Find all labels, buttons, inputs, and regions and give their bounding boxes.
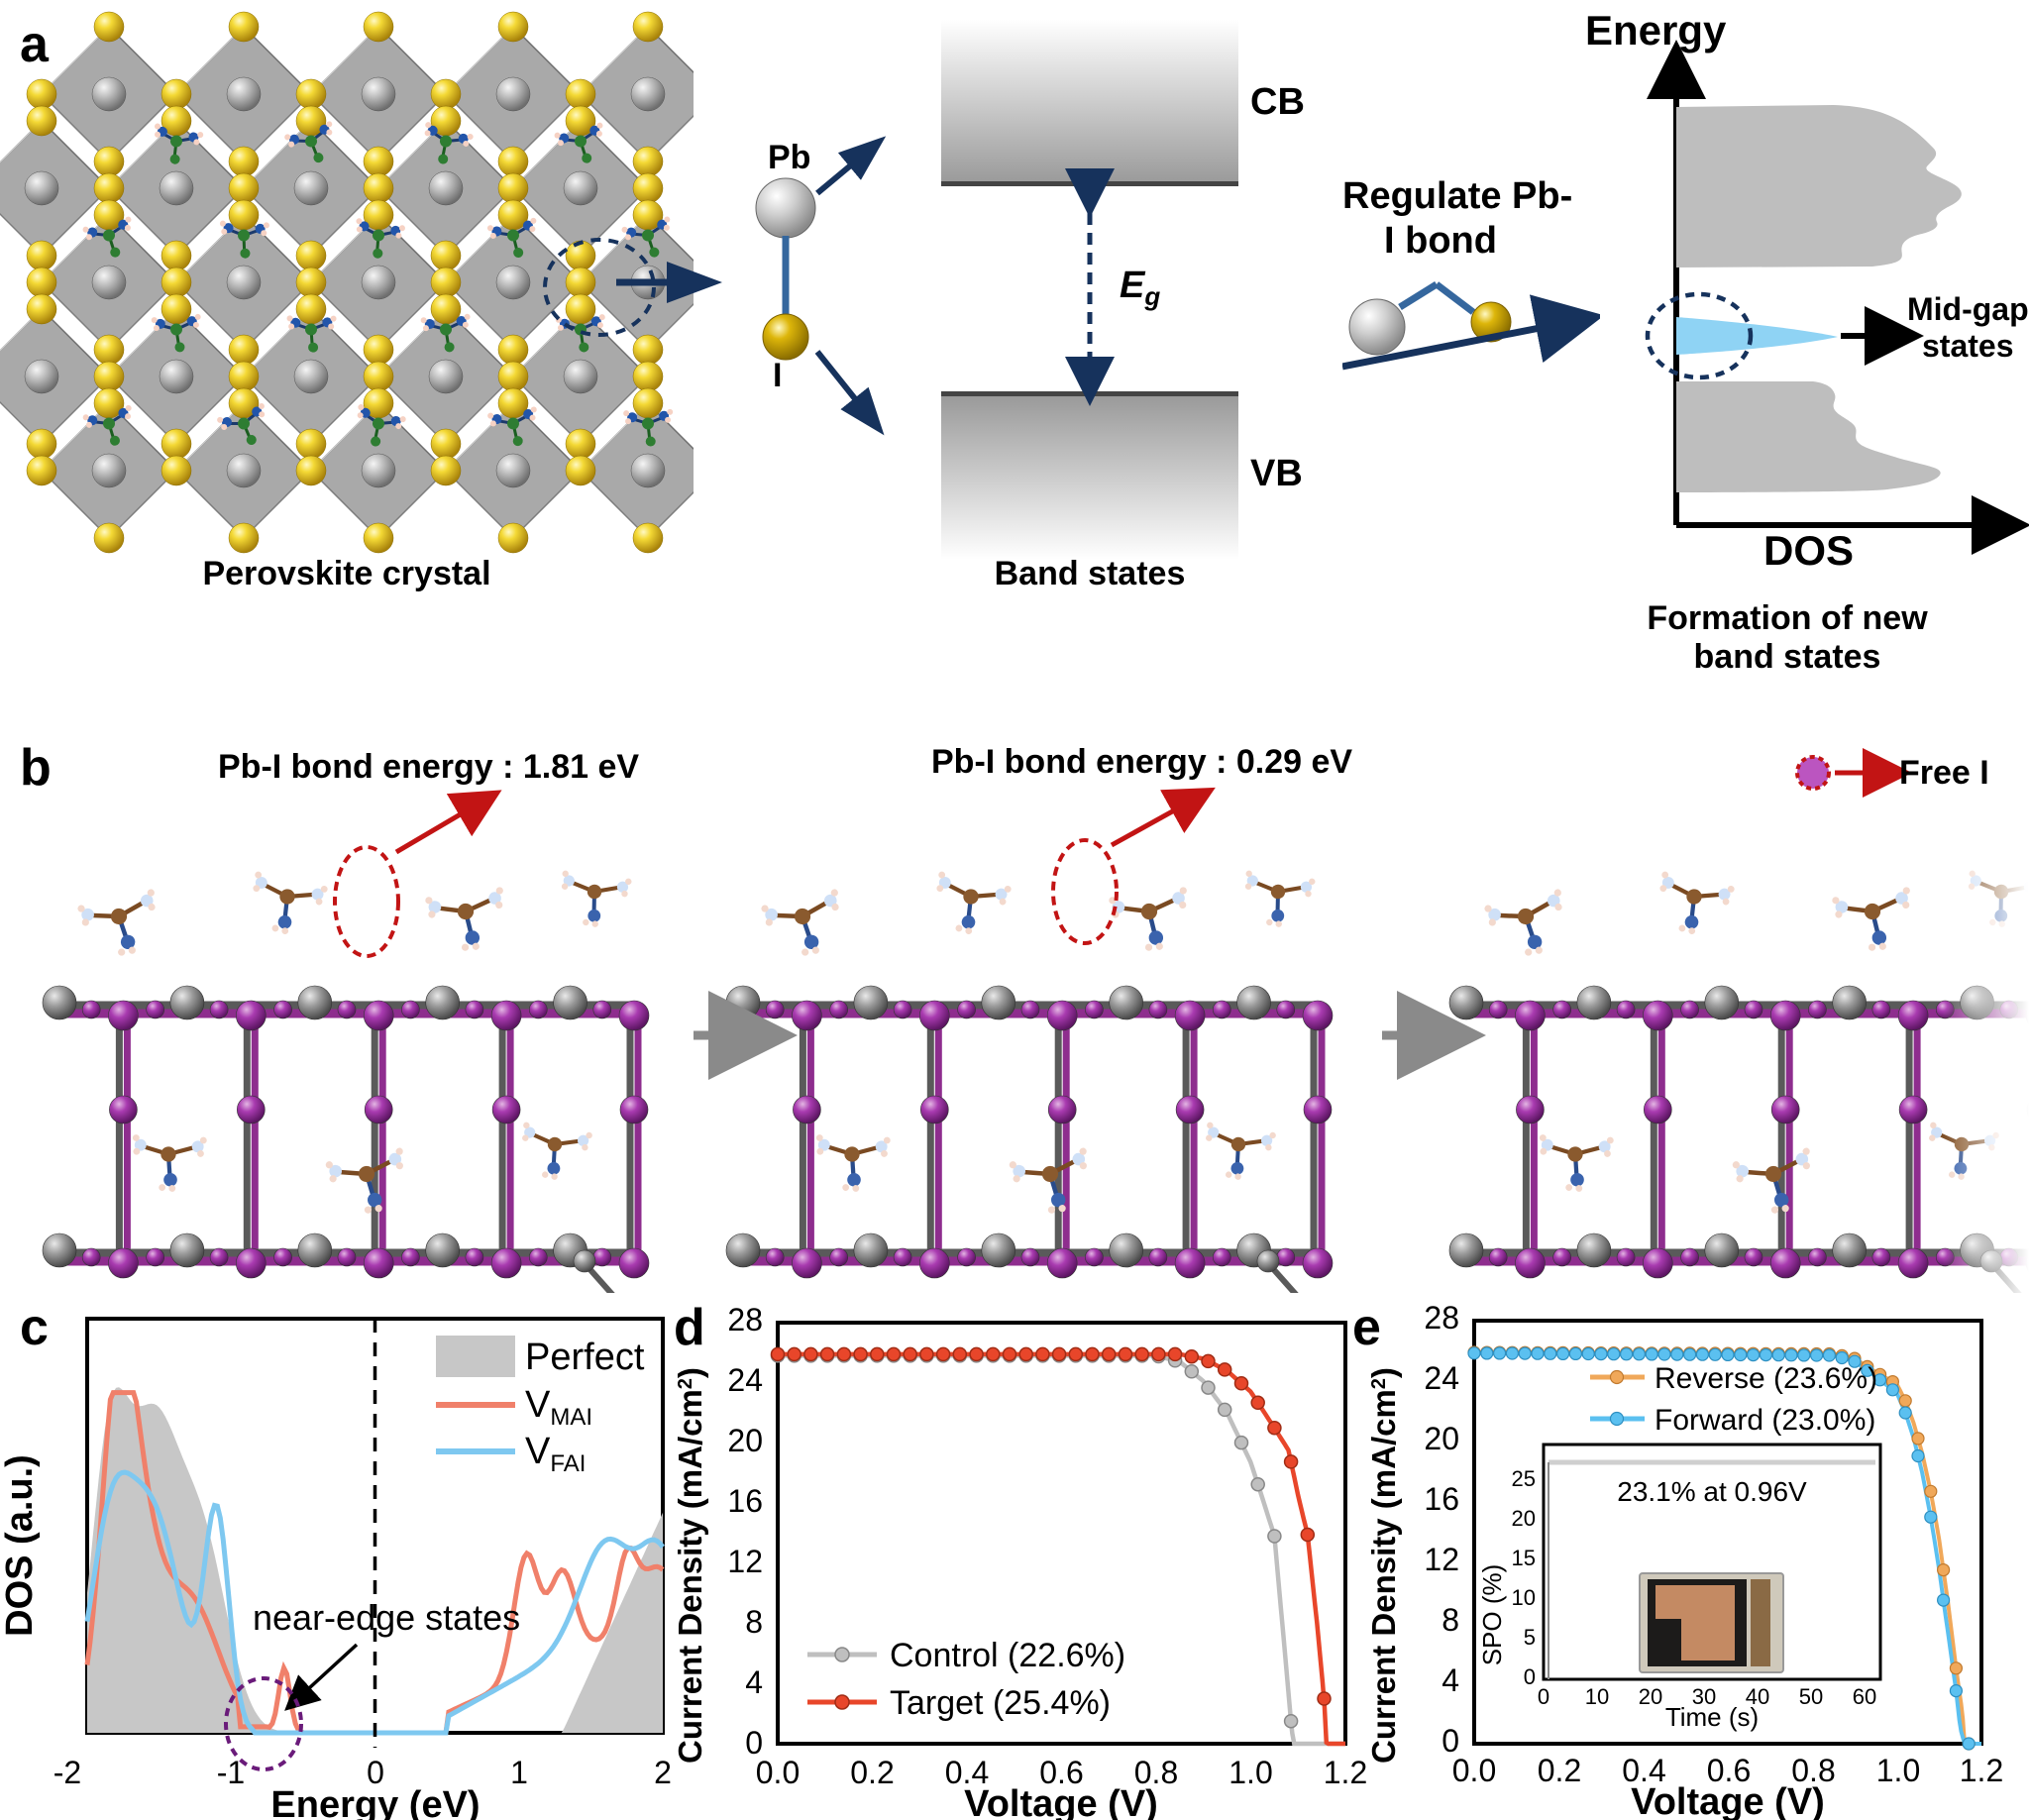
svg-text:0.2: 0.2 xyxy=(1538,1753,1581,1788)
svg-text:VMAI: VMAI xyxy=(525,1384,592,1431)
svg-text:20: 20 xyxy=(1512,1506,1536,1531)
svg-text:20: 20 xyxy=(1424,1421,1459,1456)
svg-text:Voltage (V): Voltage (V) xyxy=(964,1783,1158,1820)
svg-text:Energy: Energy xyxy=(1585,7,1727,54)
svg-text:Reverse (23.6%): Reverse (23.6%) xyxy=(1655,1362,1877,1395)
svg-text:20: 20 xyxy=(1639,1684,1662,1709)
svg-text:1.0: 1.0 xyxy=(1228,1755,1272,1790)
svg-text:16: 16 xyxy=(727,1483,763,1519)
svg-text:SPO (%): SPO (%) xyxy=(1477,1564,1507,1666)
svg-text:Control (22.6%): Control (22.6%) xyxy=(890,1637,1125,1674)
svg-text:0.0: 0.0 xyxy=(1452,1753,1496,1788)
svg-text:15: 15 xyxy=(1512,1546,1536,1570)
svg-text:8: 8 xyxy=(745,1604,763,1640)
svg-text:25: 25 xyxy=(1512,1466,1536,1491)
svg-text:Current Density (mA/cm2): Current Density (mA/cm2) xyxy=(672,1367,708,1764)
svg-text:1.2: 1.2 xyxy=(1960,1753,2003,1788)
svg-text:VB: VB xyxy=(1250,453,1303,494)
svg-text:1: 1 xyxy=(510,1755,528,1790)
svg-text:DOS (a.u.): DOS (a.u.) xyxy=(0,1454,41,1637)
svg-text:4: 4 xyxy=(745,1664,763,1700)
svg-text:0: 0 xyxy=(1538,1684,1549,1709)
svg-text:28: 28 xyxy=(727,1302,763,1338)
svg-text:0: 0 xyxy=(1524,1664,1536,1689)
svg-text:Eg: Eg xyxy=(1120,265,1160,311)
svg-text:20: 20 xyxy=(727,1423,763,1458)
svg-text:states: states xyxy=(1922,328,2014,364)
svg-text:Forward (23.0%): Forward (23.0%) xyxy=(1655,1404,1875,1437)
svg-text:1.0: 1.0 xyxy=(1876,1753,1920,1788)
svg-text:I: I xyxy=(773,357,782,394)
svg-text:23.1% at 0.96V: 23.1% at 0.96V xyxy=(1617,1476,1807,1507)
svg-text:4: 4 xyxy=(1442,1662,1459,1698)
svg-text:8: 8 xyxy=(1442,1602,1459,1638)
svg-text:VFAI: VFAI xyxy=(525,1431,586,1477)
svg-text:Pb-I bond energy : 0.29 eV: Pb-I bond energy : 0.29 eV xyxy=(931,743,1352,781)
svg-text:12: 12 xyxy=(1424,1542,1459,1577)
svg-text:Perfect: Perfect xyxy=(525,1337,645,1378)
svg-text:DOS: DOS xyxy=(1763,527,1854,574)
svg-text:CB: CB xyxy=(1250,81,1305,123)
svg-text:10: 10 xyxy=(1585,1684,1609,1709)
svg-text:Free I: Free I xyxy=(1899,754,1989,792)
svg-text:Target (25.4%): Target (25.4%) xyxy=(890,1684,1111,1722)
svg-text:12: 12 xyxy=(727,1544,763,1579)
svg-text:0.2: 0.2 xyxy=(850,1755,894,1790)
svg-text:5: 5 xyxy=(1524,1625,1536,1650)
svg-text:10: 10 xyxy=(1512,1585,1536,1610)
svg-text:Pb-I bond energy : 1.81 eV: Pb-I bond energy : 1.81 eV xyxy=(218,748,639,786)
svg-text:Time (s): Time (s) xyxy=(1665,1702,1759,1732)
svg-text:28: 28 xyxy=(1424,1300,1459,1336)
svg-text:Regulate Pb-: Regulate Pb- xyxy=(1342,175,1572,217)
svg-text:16: 16 xyxy=(1424,1481,1459,1517)
svg-text:Pb: Pb xyxy=(768,139,810,176)
svg-text:near-edge states: near-edge states xyxy=(253,1597,520,1638)
svg-text:Current Density (mA/cm2): Current Density (mA/cm2) xyxy=(1365,1367,1402,1764)
svg-text:24: 24 xyxy=(1424,1360,1459,1396)
svg-text:I bond: I bond xyxy=(1384,220,1497,262)
svg-text:Energy (eV): Energy (eV) xyxy=(270,1784,480,1820)
svg-text:-2: -2 xyxy=(53,1755,81,1790)
svg-text:Mid-gap: Mid-gap xyxy=(1907,291,2029,327)
svg-text:60: 60 xyxy=(1853,1684,1876,1709)
svg-text:0.0: 0.0 xyxy=(756,1755,800,1790)
svg-text:Voltage (V): Voltage (V) xyxy=(1631,1781,1825,1820)
svg-text:50: 50 xyxy=(1799,1684,1823,1709)
svg-text:24: 24 xyxy=(727,1362,763,1398)
